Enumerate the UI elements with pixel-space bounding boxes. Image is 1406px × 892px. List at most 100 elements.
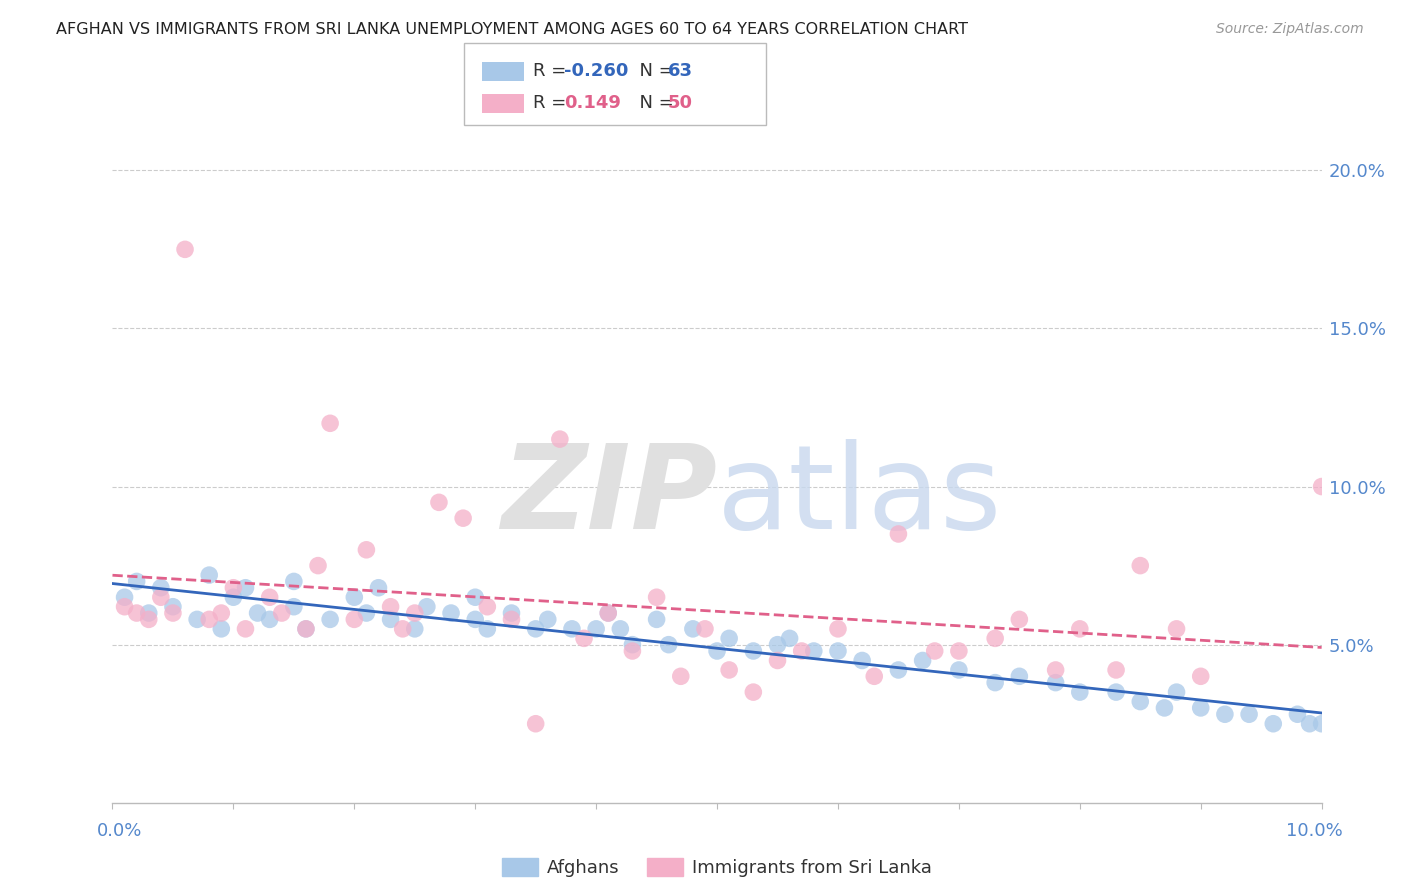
Point — [1105, 685, 1128, 699]
Point — [477, 599, 499, 614]
Point — [501, 606, 523, 620]
Point — [1129, 695, 1152, 709]
Point — [1069, 622, 1091, 636]
Point — [209, 622, 232, 636]
Point — [524, 622, 547, 636]
Point — [404, 622, 426, 636]
Point — [1129, 558, 1152, 573]
Point — [1189, 701, 1212, 715]
Text: atlas: atlas — [717, 439, 1002, 554]
Point — [235, 581, 257, 595]
Point — [561, 622, 583, 636]
Text: Source: ZipAtlas.com: Source: ZipAtlas.com — [1216, 22, 1364, 37]
Point — [259, 612, 281, 626]
Point — [416, 599, 439, 614]
Point — [162, 606, 184, 620]
Point — [174, 243, 197, 257]
Point — [984, 632, 1007, 646]
Point — [803, 644, 825, 658]
Point — [1237, 707, 1260, 722]
Point — [295, 622, 318, 636]
Point — [114, 591, 136, 605]
Point — [1189, 669, 1212, 683]
Point — [1213, 707, 1236, 722]
Point — [863, 669, 886, 683]
Point — [198, 612, 221, 626]
Point — [766, 653, 789, 667]
Point — [948, 644, 970, 658]
Point — [598, 606, 620, 620]
Point — [319, 612, 342, 626]
Text: R =: R = — [533, 62, 572, 80]
Point — [356, 606, 378, 620]
Text: N =: N = — [628, 62, 681, 80]
Point — [259, 591, 281, 605]
Point — [125, 606, 148, 620]
Point — [779, 632, 801, 646]
Point — [645, 591, 668, 605]
Point — [222, 581, 245, 595]
Point — [138, 612, 160, 626]
Text: AFGHAN VS IMMIGRANTS FROM SRI LANKA UNEMPLOYMENT AMONG AGES 60 TO 64 YEARS CORRE: AFGHAN VS IMMIGRANTS FROM SRI LANKA UNEM… — [56, 22, 969, 37]
Point — [718, 663, 741, 677]
Text: 0.149: 0.149 — [564, 95, 620, 112]
Point — [114, 599, 136, 614]
Point — [404, 606, 426, 620]
Point — [1166, 685, 1188, 699]
Point — [235, 622, 257, 636]
Point — [827, 622, 849, 636]
Point — [948, 663, 970, 677]
Point — [669, 669, 692, 683]
Text: 63: 63 — [668, 62, 693, 80]
Text: 50: 50 — [668, 95, 693, 112]
Point — [138, 606, 160, 620]
Point — [209, 606, 232, 620]
Point — [283, 599, 305, 614]
Point — [572, 632, 595, 646]
Point — [1286, 707, 1309, 722]
Point — [222, 591, 245, 605]
Point — [598, 606, 620, 620]
Point — [621, 644, 644, 658]
Point — [427, 495, 450, 509]
Point — [343, 591, 366, 605]
Point — [609, 622, 631, 636]
Point — [198, 568, 221, 582]
Point — [742, 644, 765, 658]
Point — [464, 591, 486, 605]
Point — [149, 591, 172, 605]
Point — [1263, 716, 1285, 731]
Y-axis label: Unemployment Among Ages 60 to 64 years: Unemployment Among Ages 60 to 64 years — [0, 273, 8, 637]
Point — [718, 632, 741, 646]
Point — [380, 599, 402, 614]
Point — [501, 612, 523, 626]
Point — [307, 558, 329, 573]
Point — [1008, 669, 1031, 683]
Point — [186, 612, 208, 626]
Point — [380, 612, 402, 626]
Point — [356, 542, 378, 557]
Point — [742, 685, 765, 699]
Point — [367, 581, 389, 595]
Text: N =: N = — [628, 95, 681, 112]
Point — [1045, 663, 1067, 677]
Point — [1298, 716, 1320, 731]
Point — [827, 644, 849, 658]
Point — [585, 622, 607, 636]
Point — [1166, 622, 1188, 636]
Text: 10.0%: 10.0% — [1286, 822, 1343, 840]
Point — [524, 716, 547, 731]
Point — [1008, 612, 1031, 626]
Point — [451, 511, 474, 525]
Legend: Afghans, Immigrants from Sri Lanka: Afghans, Immigrants from Sri Lanka — [495, 850, 939, 884]
Point — [911, 653, 934, 667]
Point — [621, 638, 644, 652]
Text: 0.0%: 0.0% — [97, 822, 142, 840]
Point — [343, 612, 366, 626]
Point — [1153, 701, 1175, 715]
Text: -0.260: -0.260 — [564, 62, 628, 80]
Point — [295, 622, 318, 636]
Point — [548, 432, 571, 446]
Point — [658, 638, 681, 652]
Point — [270, 606, 292, 620]
